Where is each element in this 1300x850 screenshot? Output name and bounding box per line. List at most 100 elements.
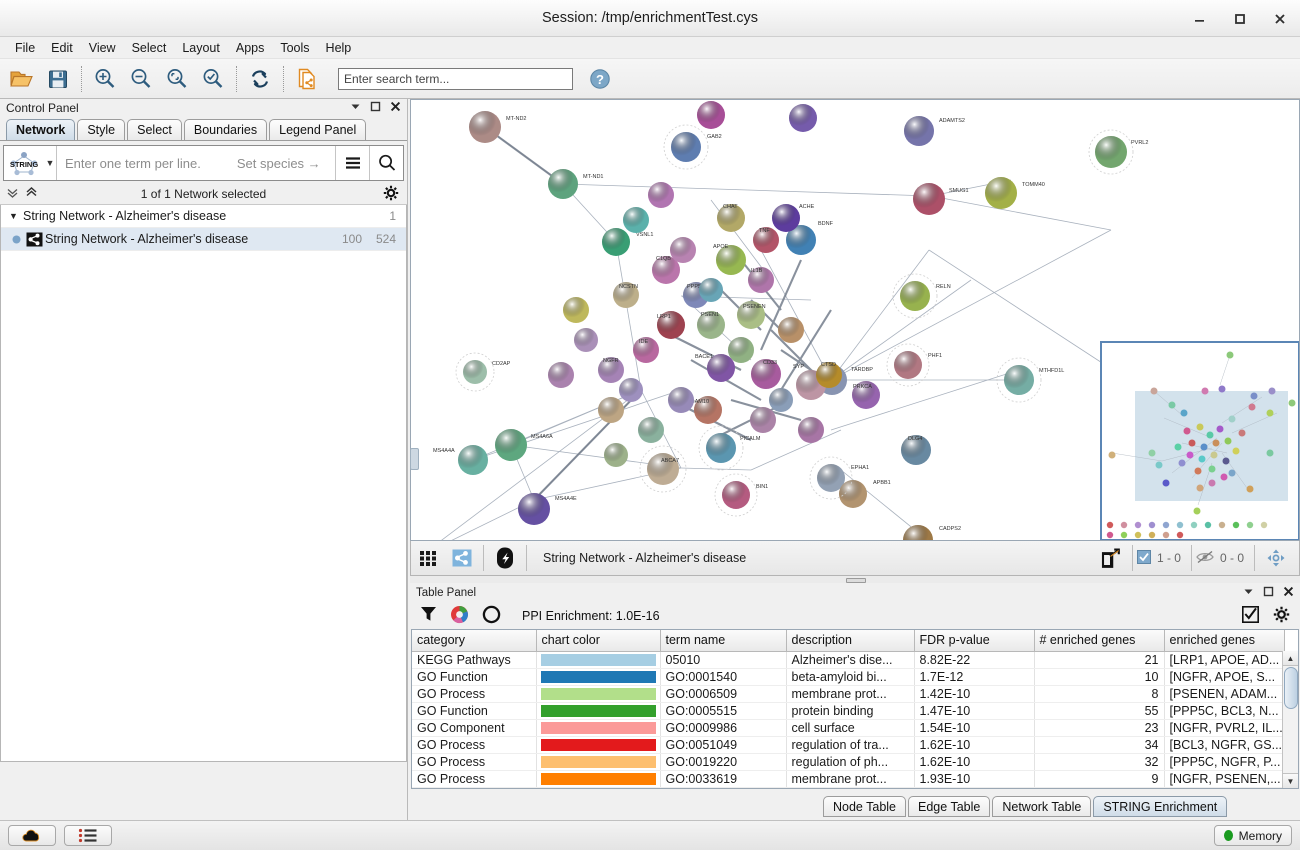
tab-edge-table[interactable]: Edge Table xyxy=(908,796,991,817)
donut-chart-icon[interactable] xyxy=(482,605,501,627)
hidden-eye-icon[interactable] xyxy=(1196,550,1214,567)
export-network-icon[interactable] xyxy=(289,62,325,96)
selected-checkbox-icon[interactable] xyxy=(1136,549,1151,567)
network-view-icon[interactable] xyxy=(445,545,479,572)
chart-color-icon[interactable] xyxy=(450,605,469,627)
menu-view[interactable]: View xyxy=(88,40,116,55)
save-session-icon[interactable] xyxy=(40,62,76,96)
tab-network[interactable]: Network xyxy=(6,119,76,140)
search-input[interactable]: Enter search term... xyxy=(338,67,573,90)
tab-network-table[interactable]: Network Table xyxy=(992,796,1092,817)
string-options-icon[interactable] xyxy=(336,146,369,180)
svg-text:PSEN1: PSEN1 xyxy=(701,312,719,318)
chevron-down-icon[interactable] xyxy=(1243,586,1254,600)
enrichment-table-container[interactable]: category chart color term name descripti… xyxy=(411,629,1299,789)
chart-color-swatch xyxy=(540,653,656,666)
tab-string-enrichment[interactable]: STRING Enrichment xyxy=(1093,796,1228,817)
table-row[interactable]: GO Function GO:0001540 beta-amyloid bi... 1… xyxy=(412,668,1285,686)
open-session-icon[interactable] xyxy=(4,62,40,96)
close-icon[interactable] xyxy=(1266,6,1292,32)
chart-color-swatch xyxy=(540,738,656,751)
help-icon[interactable]: ? xyxy=(587,66,613,92)
col-chart-color[interactable]: chart color xyxy=(536,630,661,652)
memory-status-button[interactable]: Memory xyxy=(1213,825,1292,846)
table-vertical-scrollbar[interactable]: ▲ ▼ xyxy=(1282,651,1298,788)
table-row[interactable]: GO Process GO:0006509 membrane prot... 1.42… xyxy=(412,685,1285,703)
set-species-link[interactable]: Set species → xyxy=(236,155,321,171)
col-enriched-genes[interactable]: enriched genes xyxy=(1164,630,1285,652)
svg-text:CTSD: CTSD xyxy=(821,362,836,368)
string-search-icon[interactable] xyxy=(370,146,403,180)
panel-splitter[interactable] xyxy=(410,576,1300,583)
scrollbar-thumb[interactable] xyxy=(1284,667,1298,709)
tab-style[interactable]: Style xyxy=(77,119,126,140)
tab-node-table[interactable]: Node Table xyxy=(823,796,907,817)
network-tree-group[interactable]: ▼ String Network - Alzheimer's disease 1 xyxy=(1,205,406,228)
col-category[interactable]: category xyxy=(412,630,537,652)
network-overview-panel[interactable] xyxy=(1100,341,1299,540)
col-description[interactable]: description xyxy=(786,630,915,652)
table-row[interactable]: GO Process GO:0019220 regulation of ph... 1… xyxy=(412,753,1285,771)
menu-layout[interactable]: Layout xyxy=(182,40,220,55)
canvas-left-handle[interactable] xyxy=(410,448,419,470)
table-row[interactable]: KEGG Pathways 05010 Alzheimer's dise... 8.8… xyxy=(412,651,1285,669)
menu-help[interactable]: Help xyxy=(325,40,352,55)
memory-label: Memory xyxy=(1238,828,1282,843)
toggle-annotation-icon[interactable] xyxy=(488,545,522,572)
tab-select[interactable]: Select xyxy=(127,119,182,140)
table-row[interactable]: GO Process GO:0050435beta-amyloid m...2.0… xyxy=(412,787,1285,788)
col-fdr-pvalue[interactable]: FDR p-value xyxy=(914,630,1035,652)
col-term-name[interactable]: term name xyxy=(660,630,787,652)
scroll-up-icon[interactable]: ▲ xyxy=(1283,651,1298,666)
string-species-caret-icon[interactable]: ▼ xyxy=(45,158,55,168)
cell-term-name: GO:0033619 xyxy=(660,770,787,788)
table-settings-icon[interactable] xyxy=(1273,606,1290,626)
string-logo-icon[interactable]: STRING xyxy=(4,146,44,180)
divider xyxy=(56,146,57,180)
string-query-input[interactable]: Enter one term per line. Set species → xyxy=(57,156,335,171)
fit-content-icon[interactable] xyxy=(1259,545,1293,572)
minimize-icon[interactable] xyxy=(1186,6,1212,32)
table-row[interactable]: GO Function GO:0005515 protein binding 1.47… xyxy=(412,702,1285,720)
menu-file[interactable]: File xyxy=(15,40,36,55)
close-panel-icon[interactable] xyxy=(390,101,401,115)
zoom-fit-icon[interactable] xyxy=(159,62,195,96)
tab-boundaries[interactable]: Boundaries xyxy=(183,119,268,140)
scroll-down-icon[interactable]: ▼ xyxy=(1283,773,1298,788)
menu-edit[interactable]: Edit xyxy=(51,40,73,55)
filter-icon[interactable] xyxy=(420,605,437,626)
refresh-icon[interactable] xyxy=(242,62,278,96)
tab-legend-panel[interactable]: Legend Panel xyxy=(269,119,367,140)
zoom-out-icon[interactable] xyxy=(123,62,159,96)
cell-description: regulation of ph... xyxy=(786,753,915,771)
col-enriched-count[interactable]: # enriched genes xyxy=(1034,630,1165,652)
network-graph[interactable]: MT-ND2 MT-ND1 VSNL1 GAB2 ADAMTS2 SMUG1 T… xyxy=(411,100,1300,541)
select-all-checkbox-icon[interactable] xyxy=(1242,605,1259,626)
close-panel-icon[interactable] xyxy=(1283,586,1294,600)
cell-category: GO Process xyxy=(412,770,537,788)
zoom-selected-icon[interactable] xyxy=(195,62,231,96)
svg-text:GAB2: GAB2 xyxy=(707,134,722,140)
cloud-icon[interactable] xyxy=(8,825,56,846)
network-tree-item[interactable]: String Network - Alzheimer's disease 100… xyxy=(1,228,406,251)
menu-tools[interactable]: Tools xyxy=(280,40,310,55)
network-settings-icon[interactable] xyxy=(383,185,399,204)
collapse-all-icon[interactable] xyxy=(6,186,19,202)
table-row[interactable]: GO Component GO:0009986 cell surface 1.54E-… xyxy=(412,719,1285,737)
export-view-icon[interactable] xyxy=(1094,545,1128,572)
grid-view-icon[interactable] xyxy=(411,545,445,572)
list-icon[interactable] xyxy=(64,825,112,846)
menu-select[interactable]: Select xyxy=(131,40,167,55)
zoom-in-icon[interactable] xyxy=(87,62,123,96)
float-panel-icon[interactable] xyxy=(1263,586,1274,600)
chevron-down-icon[interactable]: ▼ xyxy=(9,211,18,221)
network-canvas[interactable]: MT-ND2 MT-ND1 VSNL1 GAB2 ADAMTS2 SMUG1 T… xyxy=(410,99,1300,541)
network-nodes[interactable]: MT-ND2 MT-ND1 VSNL1 GAB2 ADAMTS2 SMUG1 T… xyxy=(433,101,1148,541)
expand-all-icon[interactable] xyxy=(25,186,38,202)
maximize-icon[interactable] xyxy=(1226,6,1252,32)
table-row[interactable]: GO Process GO:0033619 membrane prot... 1.93… xyxy=(412,770,1285,788)
chevron-down-icon[interactable] xyxy=(350,101,361,115)
table-row[interactable]: GO Process GO:0051049 regulation of tra...… xyxy=(412,736,1285,754)
menu-apps[interactable]: Apps xyxy=(235,40,265,55)
float-panel-icon[interactable] xyxy=(370,101,381,115)
